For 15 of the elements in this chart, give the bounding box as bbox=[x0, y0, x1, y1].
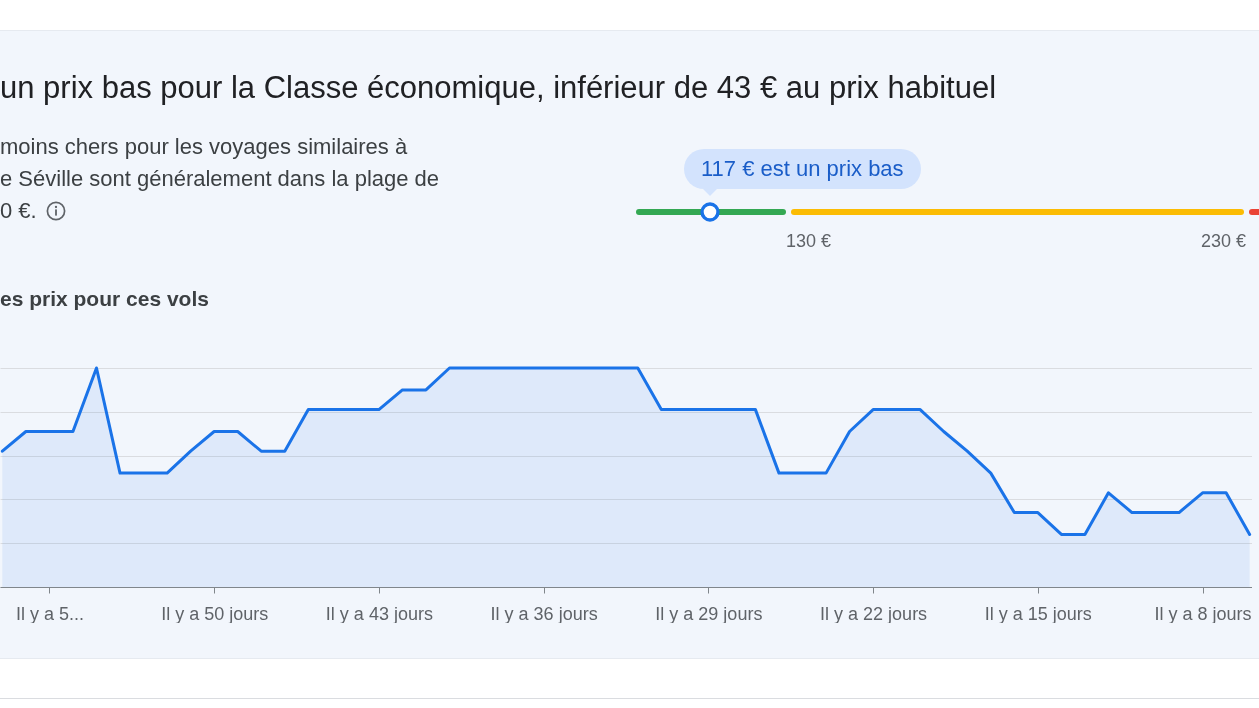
x-tick-label: Il y a 43 jours bbox=[325, 603, 433, 624]
x-tick-label: Il y a 36 jours bbox=[490, 603, 598, 624]
text: 130 € bbox=[786, 231, 832, 251]
text: e Séville sont généralement dans la plage de bbox=[0, 166, 440, 191]
text: moins chers pour les voyages similaires à bbox=[0, 134, 408, 159]
text: 0 €. bbox=[0, 198, 37, 223]
x-tick-label: Il y a 8 jours bbox=[1154, 603, 1252, 624]
x-tick-label: Il y a 29 jours bbox=[655, 603, 763, 624]
x-tick-label: Il y a 50 jours bbox=[161, 603, 269, 624]
text: un prix bas pour la Classe économique, inférieur de 43 € au prix habituel bbox=[0, 69, 997, 107]
text: 230 € bbox=[1200, 231, 1246, 251]
chart-title: es prix pour ces vols bbox=[0, 286, 209, 310]
x-tick-label: Il y a 5... bbox=[15, 603, 84, 624]
x-tick-label: Il y a 15 jours bbox=[984, 603, 1092, 624]
x-tick-label: Il y a 22 jours bbox=[820, 603, 928, 624]
